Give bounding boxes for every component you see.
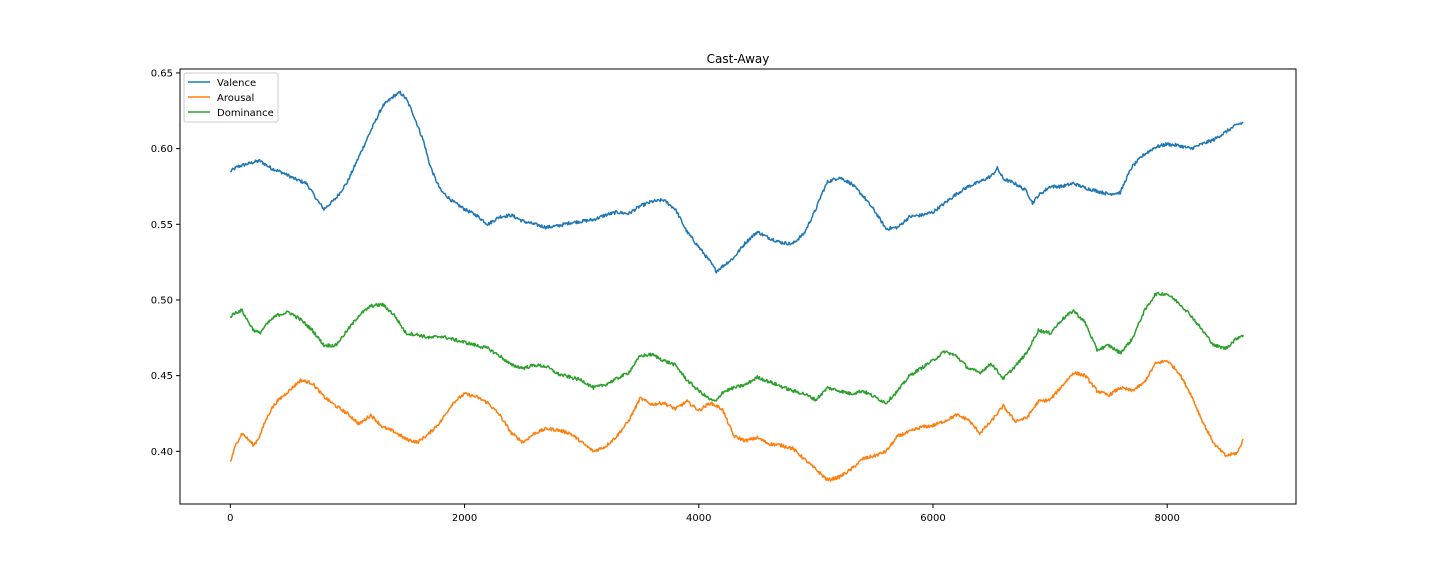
y-tick-label: 0.50 xyxy=(151,295,173,306)
chart-title: Cast-Away xyxy=(707,52,770,66)
legend-box xyxy=(183,72,279,123)
series-line-dominance xyxy=(229,291,1244,405)
y-tick-label: 0.45 xyxy=(151,371,173,382)
legend: Valence Arousal Dominance xyxy=(183,72,279,123)
x-tick-label: 8000 xyxy=(1154,513,1179,524)
x-tick-label: 4000 xyxy=(686,513,711,524)
legend-label-arousal: Arousal xyxy=(217,93,254,104)
y-tick-label: 0.55 xyxy=(151,220,173,231)
legend-label-valence: Valence xyxy=(217,78,256,89)
y-tick-label: 0.65 xyxy=(151,68,173,79)
x-tick-label: 0 xyxy=(227,513,233,524)
plot-frame xyxy=(179,68,1297,505)
x-tick-label: 6000 xyxy=(920,513,945,524)
y-tick-label: 0.40 xyxy=(151,447,173,458)
y-tick-label: 0.60 xyxy=(151,144,173,155)
series-line-arousal xyxy=(229,359,1244,482)
legend-label-dominance: Dominance xyxy=(217,108,274,119)
series-layer xyxy=(229,90,1244,482)
series-line-valence xyxy=(229,90,1244,274)
x-tick-label: 2000 xyxy=(452,513,477,524)
ticks-layer: 0 2000 4000 6000 8000 0.40 0.45 0.50 0.55 0.60 0.6… xyxy=(151,68,1180,524)
